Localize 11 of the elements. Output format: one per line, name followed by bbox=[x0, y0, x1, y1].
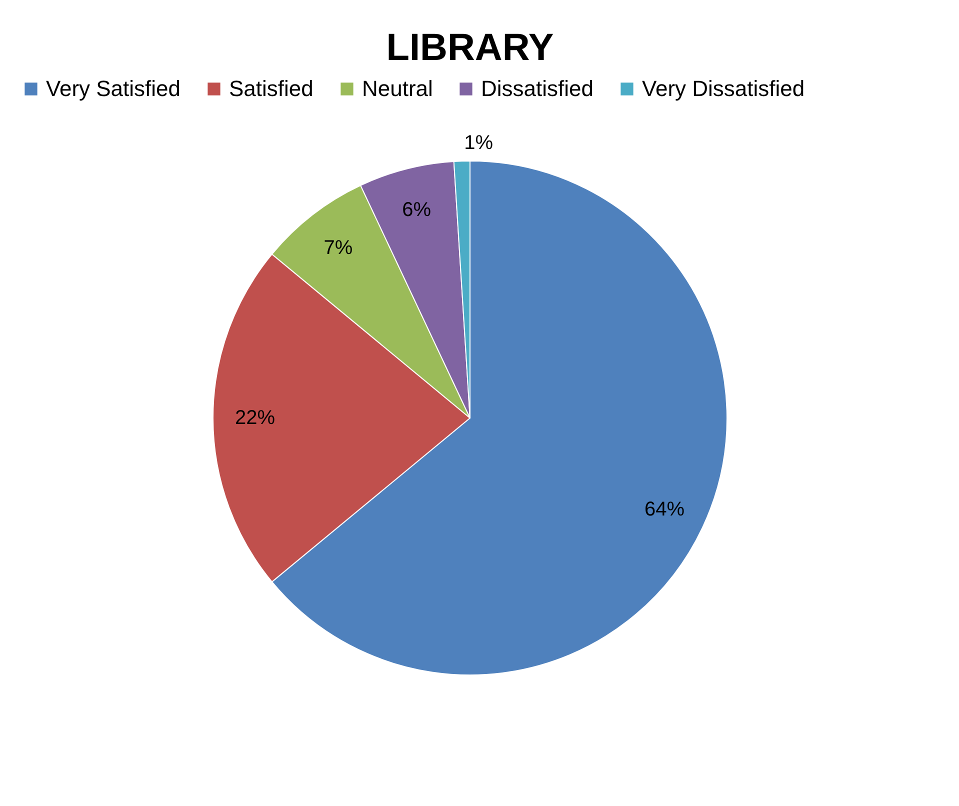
data-label: 6% bbox=[402, 198, 432, 221]
data-label: 22% bbox=[234, 407, 276, 429]
legend-label: Dissatisfied bbox=[481, 76, 594, 101]
chart-title: LIBRARY bbox=[386, 27, 554, 69]
data-label: 64% bbox=[644, 498, 685, 521]
legend-label: Satisfied bbox=[229, 76, 314, 101]
data-label: 7% bbox=[324, 237, 353, 260]
data-label: 1% bbox=[464, 132, 494, 154]
legend-label: Very Satisfied bbox=[46, 76, 181, 101]
legend-label: Very Dissatisfied bbox=[642, 76, 805, 101]
legend-label: Neutral bbox=[362, 76, 433, 101]
